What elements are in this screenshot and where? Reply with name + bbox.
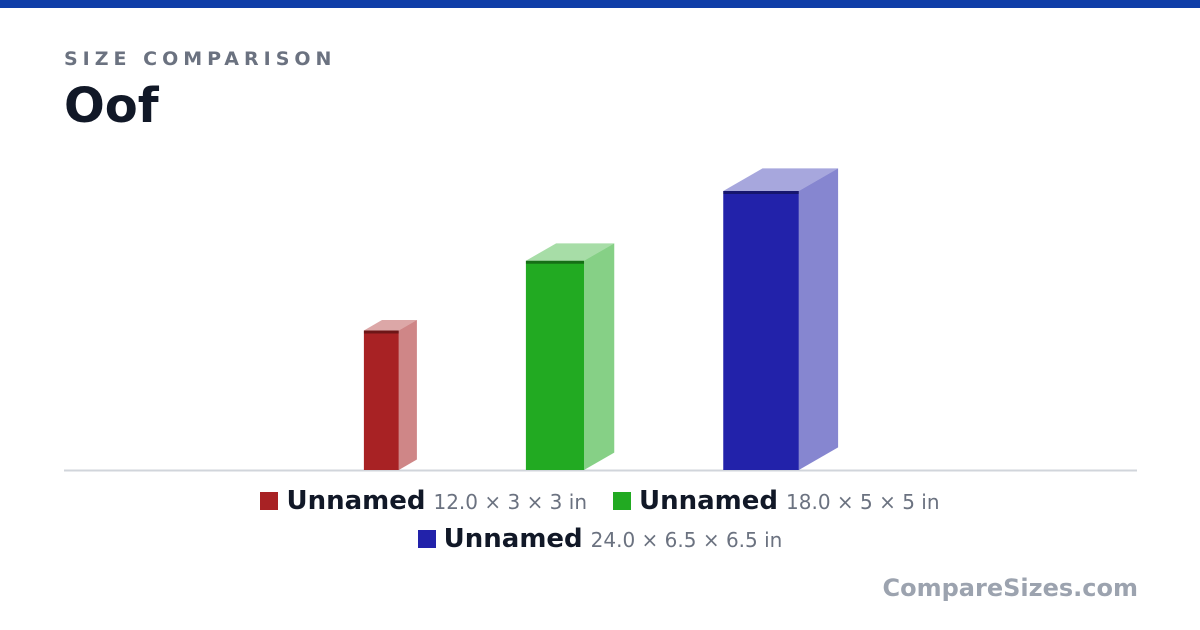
kicker: SIZE COMPARISON bbox=[64, 48, 337, 70]
legend-name: Unnamed bbox=[443, 524, 583, 554]
box-top-edge bbox=[525, 260, 585, 264]
legend-swatch bbox=[417, 530, 436, 548]
box-top-edge bbox=[363, 330, 399, 334]
legend-dims: 24.0 × 6.5 × 6.5 in bbox=[590, 528, 783, 552]
legend-item: Unnamed 24.0 × 6.5 × 6.5 in bbox=[200, 524, 1000, 554]
footer: CompareSizes.com bbox=[882, 574, 1138, 602]
box-front bbox=[525, 260, 585, 470]
legend-swatch bbox=[613, 492, 631, 510]
legend-item: Unnamed 18.0 × 5 × 5 in bbox=[613, 486, 940, 516]
box-top bbox=[363, 320, 417, 331]
box-side bbox=[398, 320, 417, 470]
legend-name: Unnamed bbox=[286, 486, 426, 516]
legend-item: Unnamed 12.0 × 3 × 3 in bbox=[260, 486, 587, 516]
legend-swatch bbox=[260, 492, 279, 510]
legend-dims: 18.0 × 5 × 5 in bbox=[786, 490, 940, 514]
box-top bbox=[525, 243, 615, 261]
top-bar bbox=[0, 0, 1200, 8]
box-top-edge bbox=[723, 191, 799, 194]
title: Oof bbox=[64, 78, 159, 134]
legend: Unnamed 12.0 × 3 × 3 in Unnamed 18.0 × 5 × … bbox=[200, 486, 1000, 554]
legend-name: Unnamed bbox=[639, 486, 779, 516]
legend-dims: 12.0 × 3 × 3 in bbox=[433, 490, 587, 514]
box-front bbox=[723, 191, 799, 470]
box-front bbox=[363, 330, 399, 470]
box-top bbox=[723, 168, 839, 191]
box-side bbox=[798, 168, 839, 471]
box-side bbox=[584, 243, 615, 470]
